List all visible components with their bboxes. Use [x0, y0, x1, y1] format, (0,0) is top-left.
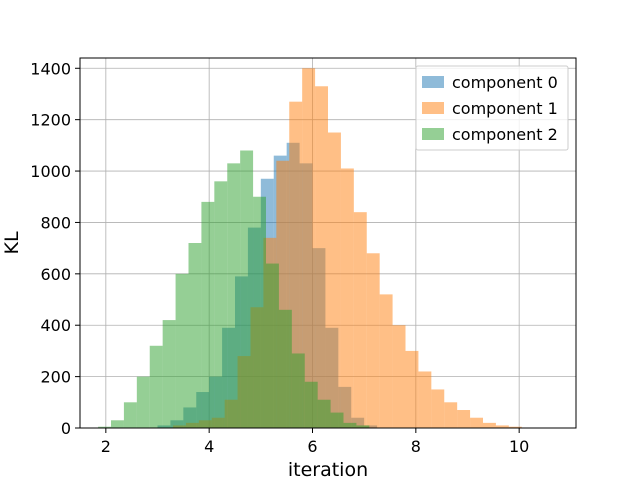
histogram-bar: [240, 150, 254, 428]
histogram-bar: [328, 132, 341, 428]
histogram-bar: [405, 350, 419, 428]
histogram-bar: [356, 425, 370, 428]
histogram-bar: [162, 320, 176, 428]
histogram-bar: [508, 426, 522, 428]
y-tick-label: 800: [40, 213, 71, 232]
histogram-bar: [214, 181, 228, 428]
x-tick-label: 10: [509, 437, 529, 456]
y-tick-label: 1200: [30, 111, 71, 130]
histogram-bar: [266, 263, 279, 428]
histogram-bar: [149, 345, 163, 428]
x-tick-label: 2: [101, 437, 111, 456]
histogram-bar: [123, 402, 137, 428]
y-tick-label: 200: [40, 368, 71, 387]
histogram-bar: [366, 253, 380, 428]
histogram-bar: [278, 309, 292, 428]
legend-entry: component 1: [452, 99, 558, 118]
histogram-bar: [340, 168, 354, 428]
y-axis-label: KL: [1, 231, 23, 254]
x-axis-label: iteration: [288, 459, 368, 480]
histogram-bar: [444, 402, 458, 428]
y-tick-label: 1400: [30, 59, 71, 78]
y-tick-label: 600: [40, 265, 71, 284]
histogram-bar: [353, 212, 367, 428]
histogram-bar: [291, 353, 305, 428]
histogram-bar: [302, 68, 316, 429]
histogram-bar: [98, 426, 111, 428]
histogram-bar: [253, 196, 266, 428]
histogram-bar: [470, 417, 483, 428]
x-tick-label: 8: [411, 437, 421, 456]
histogram-bar: [343, 422, 357, 428]
histogram-bar: [483, 422, 496, 428]
histogram-bar: [289, 101, 303, 429]
histogram-bar: [379, 294, 393, 428]
histogram-bar: [175, 273, 189, 428]
x-tick-label: 4: [204, 437, 214, 456]
plot-frame: [79, 57, 577, 429]
y-axis-ticks: 0 200 400 600 800 1000 1200 1400: [30, 59, 80, 438]
histogram-bar: [315, 86, 328, 428]
legend-swatch: [422, 102, 444, 114]
x-tick-label: 6: [307, 437, 317, 456]
x-axis-ticks: 2 4 6 8 10: [101, 428, 529, 456]
y-tick-label: 400: [40, 316, 71, 335]
histogram-bar: [188, 243, 202, 428]
histogram-bar: [457, 410, 471, 428]
histogram-bar: [304, 381, 318, 428]
legend-entry: component 0: [452, 73, 558, 92]
histogram-bar: [418, 371, 432, 428]
histogram-bar: [317, 399, 331, 428]
legend: component 0 component 1 component 2: [415, 65, 569, 151]
legend-entry: component 2: [452, 125, 558, 144]
legend-swatch: [422, 76, 444, 88]
histogram-bar: [495, 425, 509, 428]
histogram-bar: [201, 201, 215, 428]
histogram-bar: [136, 376, 150, 428]
histogram-bar: [392, 325, 406, 428]
histogram-bar: [431, 389, 445, 428]
y-tick-label: 1000: [30, 162, 71, 181]
histogram-bars: [98, 68, 522, 429]
histogram-bar: [330, 412, 344, 428]
histogram-bar: [111, 420, 124, 428]
series-2: [98, 150, 370, 428]
y-tick-label: 0: [61, 419, 71, 438]
legend-frame: [415, 65, 569, 151]
legend-swatch: [422, 128, 444, 140]
histogram-bar: [227, 163, 241, 428]
